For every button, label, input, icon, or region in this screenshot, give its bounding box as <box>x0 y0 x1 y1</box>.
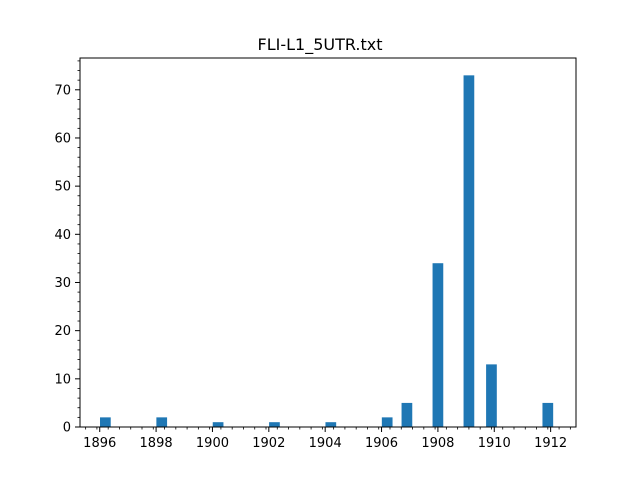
y-tick-label-5: 50 <box>54 180 71 195</box>
x-tick-label-5: 1906 <box>365 436 398 451</box>
bar-10 <box>542 402 554 427</box>
y-tick-label-4: 40 <box>54 228 71 243</box>
y-tick-label-0: 0 <box>63 421 71 436</box>
y-tick-label-6: 60 <box>54 131 71 146</box>
bar-7 <box>432 263 444 427</box>
bar-3 <box>269 422 280 427</box>
bar-9 <box>486 364 497 427</box>
x-tick-label-6: 1908 <box>421 436 454 451</box>
x-tick-label-8: 1912 <box>534 436 567 451</box>
x-tick-label-0: 1896 <box>83 436 116 451</box>
bar-1 <box>156 417 168 427</box>
bar-5 <box>381 417 393 427</box>
x-tick-label-4: 1904 <box>309 436 342 451</box>
x-tick-label-3: 1902 <box>252 436 285 451</box>
x-tick-label-7: 1910 <box>478 436 511 451</box>
bar-2 <box>212 422 224 427</box>
y-axis: 0 10 20 30 40 50 60 70 <box>54 60 80 436</box>
bar-4 <box>325 422 337 427</box>
y-tick-label-3: 30 <box>54 276 71 291</box>
y-tick-label-2: 20 <box>54 324 71 339</box>
y-tick-label-1: 10 <box>54 372 71 387</box>
plot-frame <box>79 57 577 428</box>
y-tick-label-7: 70 <box>54 83 71 98</box>
chart-title: FLI-L1_5UTR.txt <box>257 35 382 55</box>
bar-0 <box>100 417 111 427</box>
bar-6 <box>401 402 413 427</box>
x-tick-label-2: 1900 <box>196 436 229 451</box>
x-axis: 1896 1898 1900 1902 1904 1906 1908 1910 1912 <box>83 427 571 451</box>
bars-group <box>100 75 554 427</box>
bar-8 <box>463 75 475 427</box>
x-tick-label-1: 1898 <box>140 436 173 451</box>
